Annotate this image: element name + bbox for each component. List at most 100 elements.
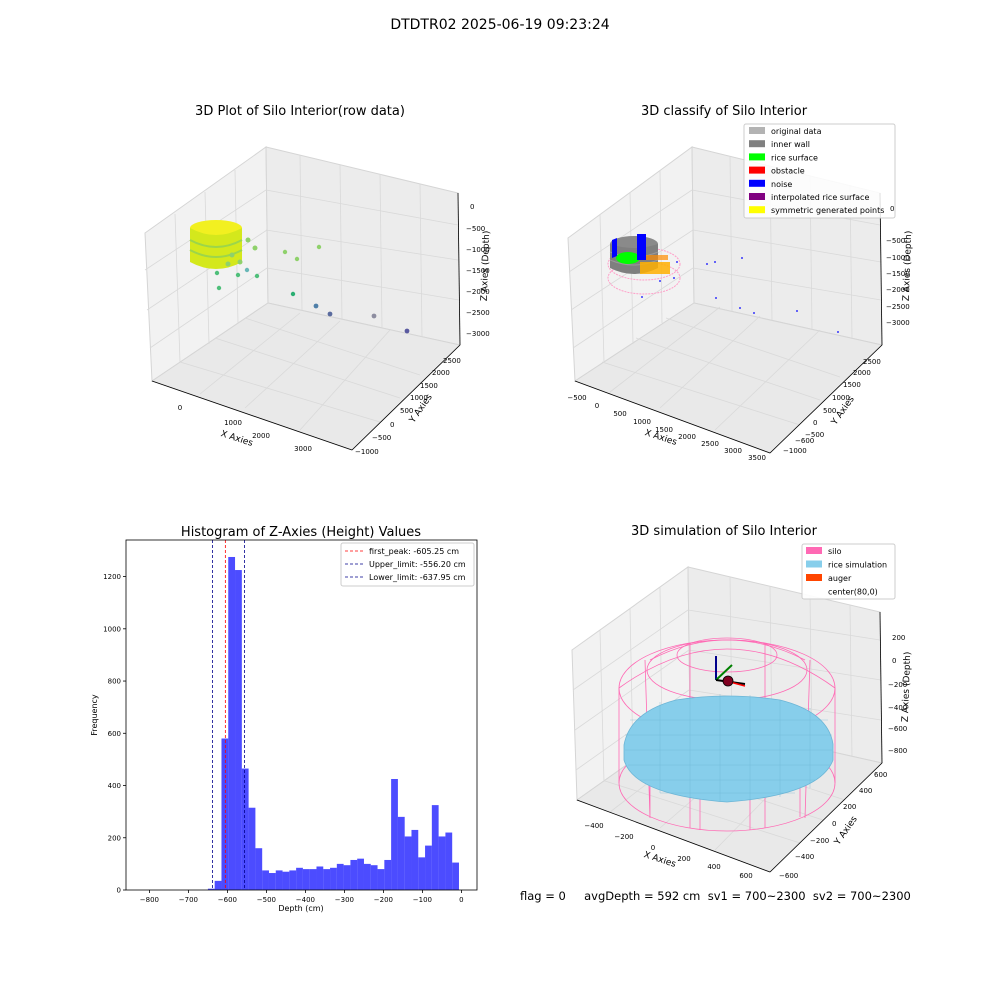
raw-z-axis-label: Z Axies (Depth) [480,231,492,302]
noise-points [641,257,839,333]
histogram-bar [411,829,419,890]
classify-z-axis-label: Z Axies (Depth) [902,231,914,302]
histogram-legend-label: first_peak: -605.25 cm [369,547,459,556]
sim-x-axis-label: X Axies [642,850,677,870]
histogram-bar [296,867,303,890]
histogram-y-ticks: 0 200 400 600 800 1000 1200 [103,573,126,895]
figure-title: DTDTR02 2025-06-19 09:23:24 [390,17,610,33]
rice-simulation-surface [623,694,834,803]
histogram-bar [425,845,432,890]
svg-text:−400: −400 [795,853,814,861]
svg-text:3500: 3500 [748,454,766,462]
legend-label: auger [828,574,852,583]
svg-text:2000: 2000 [853,369,871,377]
svg-text:−400: −400 [888,704,907,712]
svg-text:600: 600 [739,872,752,880]
histogram-bar [357,858,364,890]
legend-swatch [749,127,765,134]
histogram-x-tick-label: 0 [459,896,463,904]
histogram-x-tick-label: −100 [413,896,432,904]
histogram-bar [363,863,371,890]
raw-axes-panes [144,146,462,451]
legend-swatch [749,193,765,200]
raw-ytick: 2000 [432,369,450,377]
histogram-bar [330,867,337,890]
svg-text:2000: 2000 [678,433,696,441]
histogram-bar [336,863,344,890]
svg-text:400: 400 [859,787,872,795]
histogram-y-tick-label: 0 [117,887,121,895]
legend-label: silo [828,547,842,556]
histogram-y-axis-label: Frequency [90,694,99,736]
histogram-bar [228,556,236,890]
histogram-bar [282,871,290,890]
legend-label: inner wall [771,140,810,149]
histogram-bar [275,870,283,890]
raw-cluster-top [190,220,242,236]
histogram-bar [404,836,412,890]
legend-label: center(80,0) [828,588,878,597]
raw-xtick: 3000 [294,445,312,453]
raw-ytick: 2500 [443,357,461,365]
histogram-y-tick-label: 1000 [103,625,121,633]
histogram-x-ticks: −800 −700 −600 −500 −400 −300 −200 −100 0 [140,890,464,904]
svg-text:1500: 1500 [655,426,673,434]
raw-scatter [214,237,410,334]
raw-ztick: −2500 [466,309,490,317]
histogram-bar [268,873,276,890]
raw-ztick: −500 [466,225,485,233]
legend-swatch [749,166,765,174]
legend-swatch [806,547,822,554]
histogram-x-tick-label: −400 [296,896,315,904]
histogram-bar [445,832,453,890]
status-footer: flag = 0 avgDepth = 592 cm sv1 = 700~230… [520,889,911,903]
svg-text:−500: −500 [805,431,824,439]
histogram-x-tick-label: −200 [374,896,393,904]
histogram-bar [302,869,310,890]
svg-text:−1000: −1000 [886,254,910,262]
sim-tick-labels: −400 −200 0 200 400 600 −600 −400 −200 0… [584,634,907,880]
histogram-bar [370,865,378,890]
histogram-bar [431,805,439,890]
svg-text:−600: −600 [779,872,798,880]
raw-ztick: −2000 [466,288,490,296]
histogram-x-axis-label: Depth (cm) [278,904,323,913]
legend-swatch [749,179,765,187]
histogram-x-tick-label: −800 [140,896,159,904]
sim-z-axis-label: Z Axies (Depth) [901,652,913,723]
svg-text:500: 500 [823,407,836,415]
histogram-bars [207,556,459,890]
svg-text:0: 0 [890,205,894,213]
histogram-bar [438,836,446,890]
histogram-bar [235,570,242,890]
histogram-plot-area [126,540,477,890]
raw-ztick: −1000 [466,246,490,254]
svg-text:−200: −200 [614,833,633,841]
raw-xtick: 2000 [252,432,270,440]
svg-text:−500: −500 [567,394,586,402]
legend-swatch [806,560,822,568]
svg-text:2500: 2500 [863,358,881,366]
svg-text:200: 200 [892,634,905,642]
svg-text:−400: −400 [584,822,603,830]
raw-ytick: 500 [400,407,413,415]
histogram-legend-label: Upper_limit: -556.20 cm [369,560,466,569]
legend-label: symmetric generated points [771,206,884,215]
histogram-x-tick-label: −700 [179,896,198,904]
svg-text:1000: 1000 [633,418,651,426]
raw-ytick: −1000 [355,448,379,456]
svg-text:0: 0 [832,820,836,828]
histogram-bar [391,778,398,890]
raw-ytick: 1500 [420,382,438,390]
classify-points [607,234,839,333]
histogram-bar [323,869,331,890]
histogram-bar [316,866,324,890]
histogram-bar [452,862,459,890]
histogram-legend-label: Lower_limit: -637.95 cm [369,573,466,582]
histogram-bar [214,880,222,890]
legend-label: rice simulation [828,561,887,570]
histogram-x-tick-label: −600 [218,896,237,904]
svg-text:400: 400 [707,863,720,871]
histogram-y-tick-label: 800 [108,678,121,686]
svg-text:−200: −200 [888,681,907,689]
